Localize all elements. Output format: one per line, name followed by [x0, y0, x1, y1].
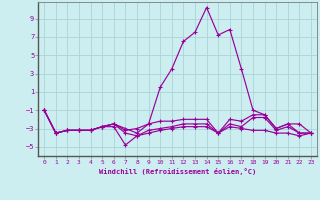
X-axis label: Windchill (Refroidissement éolien,°C): Windchill (Refroidissement éolien,°C) [99, 168, 256, 175]
